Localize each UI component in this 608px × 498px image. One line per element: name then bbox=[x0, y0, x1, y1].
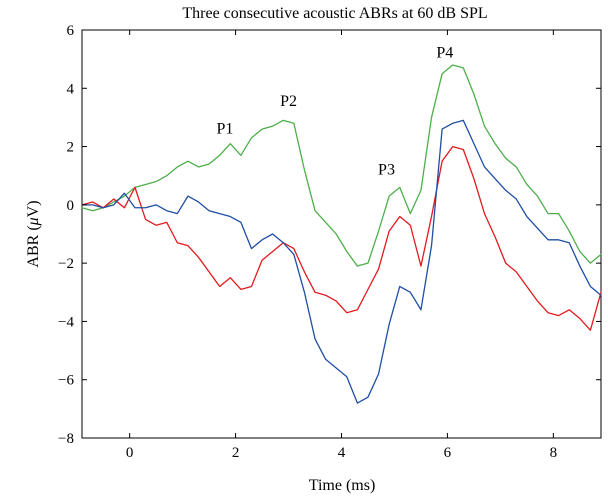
y-tick-label: 0 bbox=[67, 198, 75, 214]
chart-title: Three consecutive acoustic ABRs at 60 dB… bbox=[182, 5, 487, 22]
peak-annotations: P1 P2 P3 P4 bbox=[217, 45, 454, 179]
x-tick-label: 8 bbox=[550, 445, 558, 461]
series-line-3 bbox=[81, 119, 602, 404]
x-axis-label: Time (ms) bbox=[309, 477, 376, 494]
peak-label-p4: P4 bbox=[436, 45, 453, 62]
peak-label-p3: P3 bbox=[378, 161, 395, 178]
y-axis-label: ABR (μV) bbox=[25, 200, 42, 267]
y-axis-label-suffix: V) bbox=[25, 200, 42, 217]
y-tick-label: −2 bbox=[58, 256, 74, 272]
x-tick-label: 2 bbox=[232, 445, 240, 461]
plot-area: P1 P2 P3 P4 bbox=[81, 29, 602, 439]
y-tick-label: 6 bbox=[67, 23, 75, 39]
y-tick-label: −8 bbox=[58, 431, 74, 447]
series-line-1 bbox=[81, 64, 602, 267]
y-tick-label: 2 bbox=[67, 140, 75, 156]
y-axis-ticks: −8 −6 −4 −2 0 2 4 6 bbox=[58, 23, 601, 447]
series-layer bbox=[81, 64, 602, 404]
series-line-2 bbox=[81, 145, 602, 331]
x-axis-ticks: 0 2 4 6 8 bbox=[126, 30, 557, 461]
plot-frame bbox=[81, 29, 602, 439]
y-axis-label-mu: μ bbox=[25, 217, 42, 226]
x-tick-label: 4 bbox=[338, 445, 346, 461]
y-tick-label: 4 bbox=[67, 81, 75, 97]
x-tick-label: 0 bbox=[126, 445, 134, 461]
y-tick-label: −4 bbox=[58, 314, 74, 330]
y-tick-label: −6 bbox=[58, 373, 74, 389]
y-axis-label-prefix: ABR ( bbox=[25, 225, 42, 267]
x-tick-label: 6 bbox=[444, 445, 452, 461]
peak-label-p2: P2 bbox=[280, 93, 297, 110]
peak-label-p1: P1 bbox=[217, 120, 234, 137]
